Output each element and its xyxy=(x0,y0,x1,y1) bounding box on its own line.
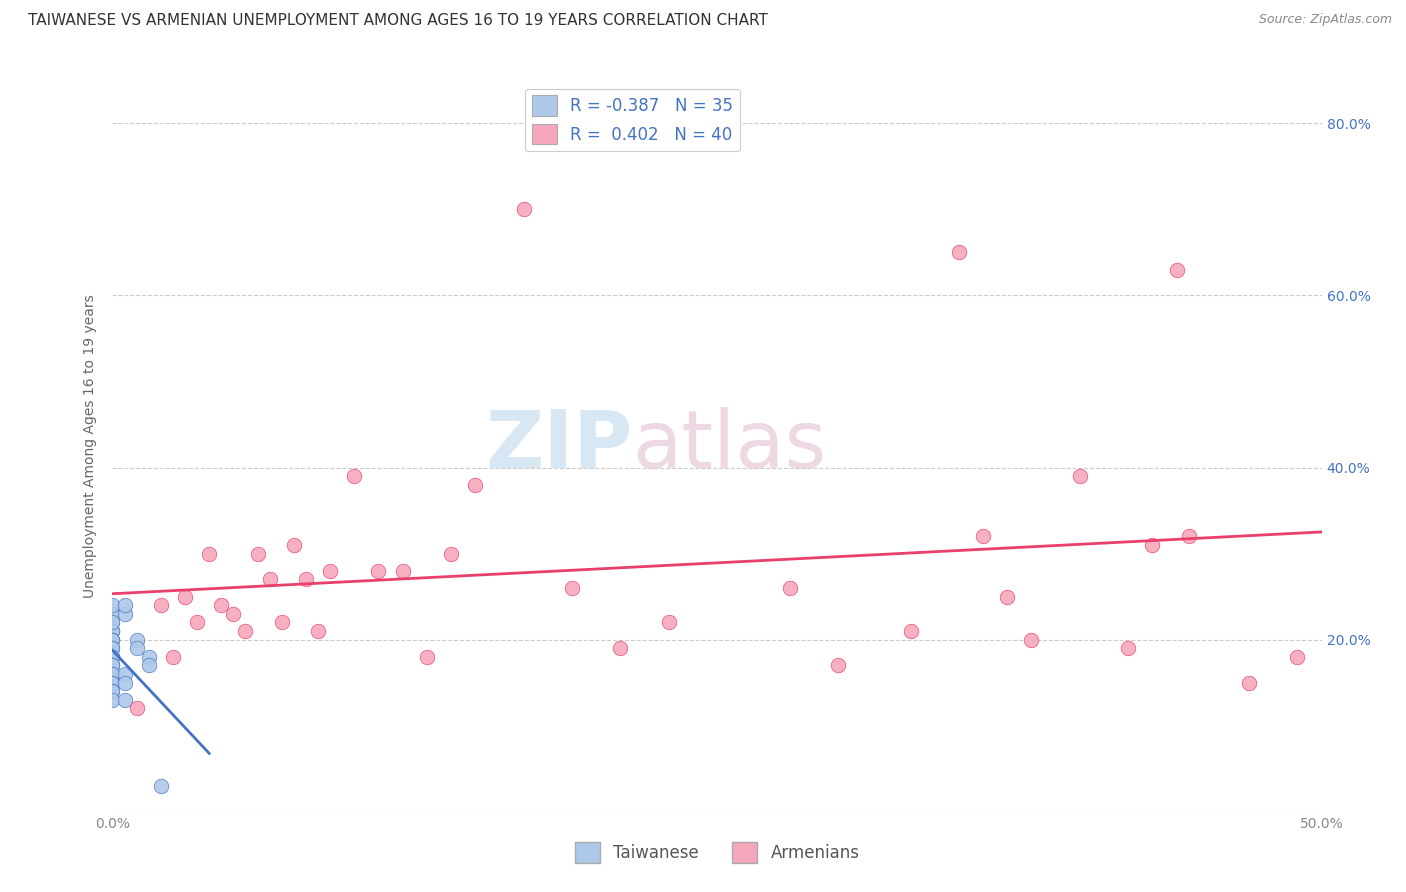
Point xyxy=(101,607,124,621)
Point xyxy=(125,641,148,656)
Point xyxy=(779,581,801,595)
Point xyxy=(1286,649,1309,664)
Point xyxy=(1237,675,1260,690)
Point xyxy=(186,615,208,630)
Point xyxy=(101,632,124,647)
Point xyxy=(101,624,124,638)
Point xyxy=(1021,632,1043,647)
Point xyxy=(307,624,329,638)
Point xyxy=(101,624,124,638)
Point xyxy=(101,693,124,707)
Point xyxy=(391,564,413,578)
Point xyxy=(972,529,994,543)
Point xyxy=(259,573,281,587)
Point xyxy=(1142,538,1164,552)
Point xyxy=(101,615,124,630)
Point xyxy=(101,675,124,690)
Point xyxy=(1116,641,1139,656)
Point xyxy=(101,667,124,681)
Point xyxy=(319,564,342,578)
Text: Source: ZipAtlas.com: Source: ZipAtlas.com xyxy=(1258,13,1392,27)
Point xyxy=(900,624,922,638)
Point xyxy=(416,649,439,664)
Point xyxy=(1177,529,1199,543)
Point xyxy=(149,779,172,793)
Text: TAIWANESE VS ARMENIAN UNEMPLOYMENT AMONG AGES 16 TO 19 YEARS CORRELATION CHART: TAIWANESE VS ARMENIAN UNEMPLOYMENT AMONG… xyxy=(28,13,768,29)
Point xyxy=(101,641,124,656)
Point xyxy=(367,564,389,578)
Point xyxy=(138,649,160,664)
Point xyxy=(101,649,124,664)
Point xyxy=(561,581,583,595)
Legend: Taiwanese, Armenians: Taiwanese, Armenians xyxy=(568,836,866,869)
Point xyxy=(270,615,292,630)
Point xyxy=(235,624,257,638)
Point xyxy=(101,632,124,647)
Point xyxy=(295,573,318,587)
Text: ZIP: ZIP xyxy=(485,407,633,485)
Point xyxy=(101,632,124,647)
Point xyxy=(343,469,366,483)
Point xyxy=(283,538,305,552)
Point xyxy=(101,615,124,630)
Y-axis label: Unemployment Among Ages 16 to 19 years: Unemployment Among Ages 16 to 19 years xyxy=(83,294,97,598)
Point xyxy=(512,202,534,217)
Point xyxy=(198,547,221,561)
Point xyxy=(464,477,486,491)
Text: atlas: atlas xyxy=(633,407,827,485)
Point xyxy=(101,658,124,673)
Point xyxy=(222,607,245,621)
Point xyxy=(827,658,849,673)
Point xyxy=(162,649,184,664)
Point xyxy=(125,701,148,715)
Point xyxy=(101,684,124,698)
Point xyxy=(440,547,463,561)
Point xyxy=(658,615,681,630)
Point xyxy=(114,607,136,621)
Point xyxy=(101,667,124,681)
Point xyxy=(995,590,1018,604)
Point xyxy=(209,598,232,612)
Point xyxy=(609,641,631,656)
Point xyxy=(101,684,124,698)
Point xyxy=(101,598,124,612)
Point xyxy=(138,658,160,673)
Point xyxy=(948,245,970,260)
Point xyxy=(114,598,136,612)
Point xyxy=(114,675,136,690)
Point xyxy=(1069,469,1091,483)
Point xyxy=(246,547,269,561)
Point xyxy=(114,693,136,707)
Point xyxy=(125,632,148,647)
Point xyxy=(149,598,172,612)
Point xyxy=(101,624,124,638)
Point xyxy=(101,649,124,664)
Point xyxy=(101,658,124,673)
Point xyxy=(114,667,136,681)
Point xyxy=(174,590,197,604)
Point xyxy=(101,641,124,656)
Point xyxy=(101,649,124,664)
Point xyxy=(101,675,124,690)
Point xyxy=(1166,262,1188,277)
Point xyxy=(101,658,124,673)
